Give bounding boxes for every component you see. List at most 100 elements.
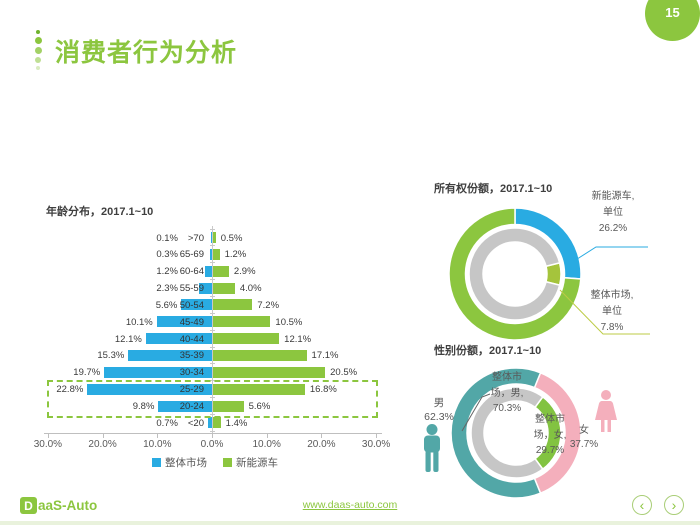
label-line: 男 — [433, 397, 445, 409]
axis-row-tick — [210, 296, 215, 297]
male-icon-shape — [424, 424, 440, 472]
x-tick-label: 0.0% — [200, 439, 224, 450]
value-left-50-54: 5.6% — [155, 299, 178, 311]
male-icon — [424, 424, 440, 472]
legend-swatch-blue — [152, 458, 161, 467]
page-title: 消费者行为分析 — [55, 39, 238, 67]
label-female-outer: 女 37.7% — [560, 424, 608, 452]
legend-item-nev: 新能源车 — [223, 455, 278, 470]
bar-整体市场-60-64 — [205, 265, 212, 277]
bar-新能源车-45-49 — [213, 316, 271, 328]
logo: D aaS-Auto — [20, 497, 97, 514]
bar-整体市场-<20 — [208, 417, 212, 429]
callout-line: 新能源车, — [591, 191, 635, 202]
age-pyramid-chart: 整体市场 新能源车 >70 0.1% 0.5% 65-69 0.3% 1.2% 60-64 1… — [34, 226, 390, 476]
label-line: 29.7% — [535, 445, 565, 456]
x-tick-label: 30.0% — [33, 439, 63, 450]
x-axis-line — [44, 433, 382, 434]
age-highlight-box — [47, 380, 378, 418]
legend-item-overall-market: 整体市场 — [152, 455, 207, 470]
bar-整体市场-35-39 — [128, 349, 212, 361]
bar-整体市场-55-59 — [199, 282, 212, 294]
callout-line: 单位 — [602, 306, 622, 317]
value-left-30-34: 19.7% — [73, 367, 101, 379]
callout-line: 单位 — [603, 207, 623, 218]
value-right-25-29: 16.8% — [309, 384, 337, 396]
value-right-20-24: 5.6% — [248, 401, 271, 412]
female-icon — [595, 390, 617, 432]
bar-整体市场-30-34 — [104, 366, 212, 378]
bottom-accent-strip — [0, 521, 700, 525]
label-line: 场，女, — [533, 429, 567, 441]
value-right-55-59: 4.0% — [239, 283, 262, 295]
label-line: 女 — [579, 425, 589, 436]
value-left-<20: 0.7% — [156, 417, 178, 429]
callout-line: 7.8% — [600, 322, 624, 333]
value-left->70: 0.1% — [156, 232, 178, 244]
axis-row-tick — [210, 397, 215, 399]
segment-remainder — [448, 207, 582, 341]
value-left-55-59: 2.3% — [156, 283, 178, 295]
value-left-35-39: 15.3% — [97, 350, 125, 362]
x-axis-tick — [266, 434, 268, 438]
y-axis-line — [212, 226, 213, 433]
axis-row-tick — [210, 279, 215, 281]
value-left-25-29: 22.8% — [56, 384, 84, 396]
age-label-30-34: 30-34 — [179, 367, 204, 379]
age-label-55-59: 55-59 — [179, 283, 204, 295]
title-bullet-dot — [35, 57, 41, 63]
value-right-50-54: 7.2% — [257, 299, 280, 311]
bar-整体市场-45-49 — [156, 316, 212, 328]
bar-整体市场-20-24 — [158, 400, 212, 412]
value-right->70: 0.5% — [220, 232, 243, 244]
segment-remainder — [468, 227, 561, 321]
bar-新能源车-50-54 — [213, 299, 253, 311]
x-axis-tick — [157, 434, 159, 438]
age-label-20-24: 20-24 — [179, 401, 204, 412]
label-line: 整体市 — [492, 372, 522, 383]
value-left-40-44: 12.1% — [114, 333, 142, 345]
axis-row-tick — [210, 228, 215, 230]
value-left-60-64: 1.2% — [156, 266, 178, 278]
gender-chart-title: 性别份额，2017.1~10 — [434, 345, 542, 357]
label-line: 37.7% — [569, 439, 599, 450]
callout-line: 26.2% — [598, 223, 628, 234]
label-line: 62.3% — [424, 411, 454, 423]
x-tick-label: 10.0% — [143, 439, 172, 450]
bar-新能源车-<20 — [213, 417, 221, 429]
value-right-40-44: 12.1% — [284, 333, 312, 345]
callout-nev-unit: 新能源车, 单位 26.2% — [578, 189, 648, 237]
x-axis-tick — [212, 434, 213, 438]
label-male-inner: 整体市 场，男, 70.3% — [476, 370, 538, 417]
age-label-45-49: 45-49 — [179, 316, 204, 328]
axis-row-tick — [210, 245, 215, 247]
axis-row-tick — [210, 413, 215, 415]
label-line: 70.3% — [492, 403, 522, 414]
next-page-button[interactable]: › — [664, 495, 684, 515]
legend-label-overall-market: 整体市场 — [165, 457, 207, 469]
value-right-45-49: 10.5% — [275, 316, 303, 328]
age-chart-legend: 整体市场 新能源车 — [40, 455, 390, 470]
age-label-40-44: 40-44 — [179, 333, 204, 345]
value-right-30-34: 20.5% — [330, 367, 358, 379]
ownership-chart-title: 所有权份额，2017.1~10 — [434, 183, 553, 195]
x-tick-label: 30.0% — [361, 439, 391, 450]
footer-url-link[interactable]: www.daas-auto.com — [302, 499, 398, 511]
prev-page-button[interactable]: ‹ — [632, 495, 652, 515]
bar-新能源车-35-39 — [213, 349, 307, 361]
value-left-20-24: 9.8% — [132, 401, 155, 412]
label-male-outer: 男 62.3% — [414, 396, 464, 424]
axis-row-tick — [210, 430, 215, 432]
axis-row-tick — [210, 312, 215, 314]
bar-新能源车-65-69 — [213, 248, 220, 260]
axis-row-tick — [210, 363, 215, 365]
age-label-35-39: 35-39 — [179, 350, 204, 362]
title-bullet-dot — [36, 30, 40, 34]
x-axis-tick — [376, 434, 378, 438]
age-label-60-64: 60-64 — [179, 266, 204, 278]
title-bullet-dot — [36, 66, 40, 70]
value-right-<20: 1.4% — [225, 417, 248, 429]
bar-新能源车-25-29 — [213, 383, 305, 395]
bar-整体市场-50-54 — [181, 299, 212, 311]
bar-新能源车-60-64 — [213, 265, 229, 277]
